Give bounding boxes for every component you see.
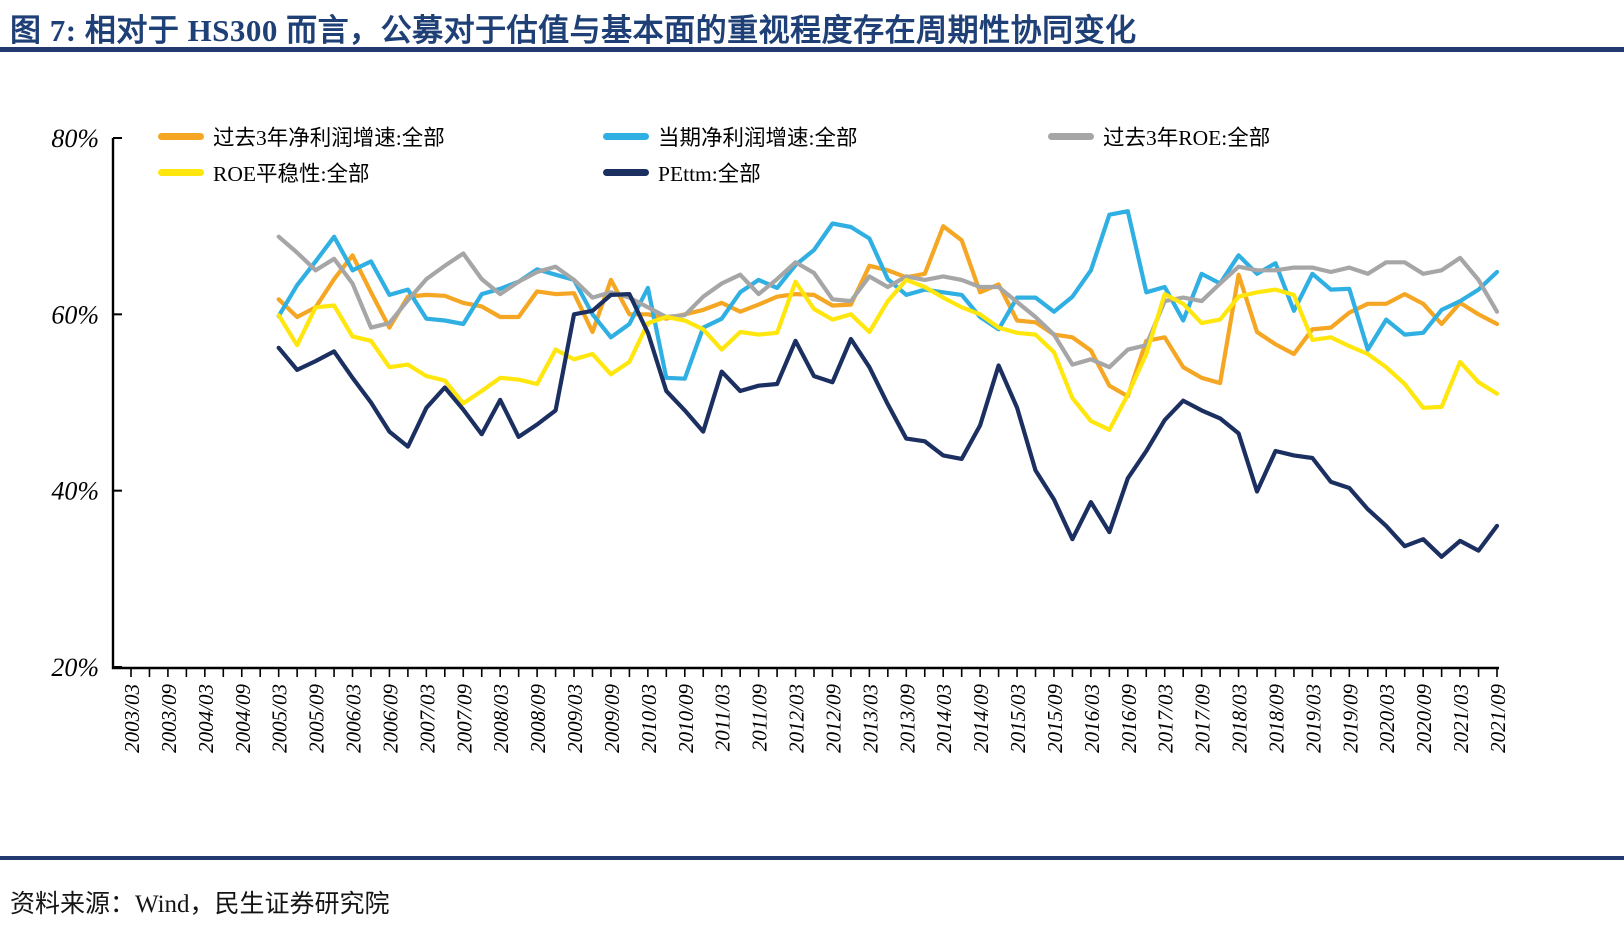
series-line-1	[276, 209, 1500, 381]
x-tick-label: 2020/03	[1375, 684, 1399, 753]
x-tick-label: 2017/03	[1154, 684, 1178, 753]
figure-title: 图 7: 相对于 HS300 而言，公募对于估值与基本面的重视程度存在周期性协同…	[10, 13, 1137, 48]
y-tick-label: 60%	[51, 300, 99, 329]
x-tick-label: 2006/09	[378, 684, 402, 753]
x-tick-label: 2014/03	[932, 684, 956, 753]
x-tick-label: 2005/03	[268, 684, 292, 753]
x-tick-label: 2015/03	[1006, 684, 1030, 753]
x-tick-label: 2007/09	[452, 684, 476, 753]
x-tick-label: 2011/03	[711, 684, 735, 751]
x-tick-label: 2003/03	[120, 684, 144, 753]
x-tick-label: 2005/09	[305, 684, 329, 753]
footer-divider	[0, 856, 1624, 860]
source-note: 资料来源：Wind，民生证券研究院	[10, 891, 390, 918]
x-tick-label: 2019/09	[1338, 684, 1362, 753]
series-line-0	[276, 224, 1500, 399]
x-tick-label: 2021/09	[1486, 684, 1510, 753]
x-tick-label: 2004/03	[194, 684, 218, 753]
x-tick-label: 2011/09	[748, 684, 772, 752]
x-tick-label: 2010/03	[637, 684, 661, 753]
y-tick-label: 40%	[51, 477, 99, 506]
x-tick-label: 2012/03	[785, 684, 809, 753]
series-line-4	[276, 292, 1500, 559]
x-tick-label: 2007/03	[415, 684, 439, 753]
x-tick-label: 2017/09	[1191, 684, 1215, 753]
y-tick-label: 80%	[51, 124, 99, 153]
y-tick-label: 20%	[51, 653, 99, 682]
series-line-2	[276, 234, 1500, 370]
x-tick-label: 2015/09	[1043, 684, 1067, 753]
x-tick-label: 2009/09	[600, 684, 624, 753]
x-tick-label: 2008/03	[489, 684, 513, 753]
x-tick-label: 2010/09	[674, 684, 698, 753]
x-tick-label: 2006/03	[342, 684, 366, 753]
x-tick-label: 2009/03	[563, 684, 587, 753]
x-tick-label: 2020/09	[1412, 684, 1436, 753]
title-divider	[0, 47, 1624, 52]
x-tick-label: 2008/09	[526, 684, 550, 753]
series-line-3	[276, 277, 1500, 432]
x-tick-label: 2013/09	[895, 684, 919, 753]
x-tick-label: 2016/09	[1117, 684, 1141, 753]
x-tick-label: 2018/09	[1264, 684, 1288, 753]
x-tick-label: 2012/09	[821, 684, 845, 753]
x-tick-label: 2003/09	[157, 684, 181, 753]
x-tick-label: 2013/03	[858, 684, 882, 753]
x-tick-label: 2014/09	[969, 684, 993, 753]
line-chart: 80% 60% 40% 20% 2003/03 2003/09 2004/03 2004/09…	[51, 124, 1510, 753]
x-tick-label: 2018/03	[1228, 684, 1252, 753]
x-tick-label: 2021/03	[1449, 684, 1473, 753]
x-tick-label: 2016/03	[1080, 684, 1104, 753]
x-tick-label: 2004/09	[231, 684, 255, 753]
x-tick-label: 2019/03	[1301, 684, 1325, 753]
axis-lines	[111, 138, 1499, 670]
